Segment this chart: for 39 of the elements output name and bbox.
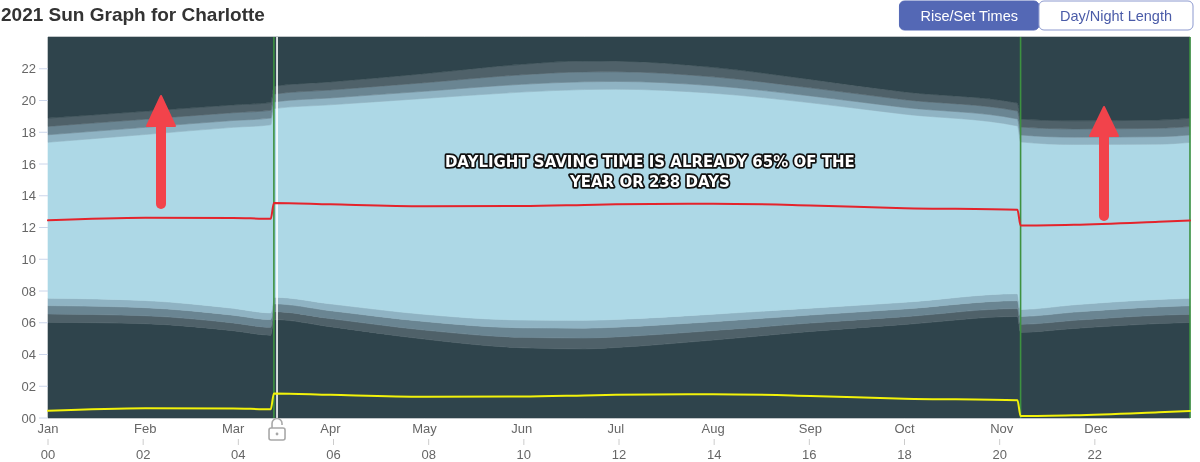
y-tick-label: 10: [21, 251, 36, 267]
x2-tick-label: 10: [516, 447, 532, 462]
x-tick-label: May: [412, 421, 438, 436]
y-tick-label: 22: [21, 61, 36, 77]
x2-tick-label: 00: [40, 447, 56, 462]
x-tick-label: Jul: [607, 421, 625, 436]
tab-button[interactable]: Rise/Set Times: [898, 0, 1040, 31]
y-tick-label: 00: [21, 410, 36, 426]
x-tick-label: Nov: [990, 421, 1014, 436]
x2-tick-label: 12: [611, 447, 627, 462]
tab-button[interactable]: Day/Night Length: [1038, 0, 1194, 31]
x2-tick-label: 04: [231, 447, 246, 462]
x2-tick-label: 06: [326, 447, 341, 462]
y-tick-label: 14: [21, 188, 36, 204]
y-tick-label: 02: [21, 378, 36, 394]
x2-tick-label: 18: [897, 447, 912, 462]
y-tick-label: 16: [21, 156, 36, 172]
x-tick-label: Aug: [701, 421, 725, 436]
y-tick-label: 20: [21, 93, 36, 108]
x-tick-label: Dec: [1084, 421, 1108, 436]
y-tick-label: 18: [21, 124, 36, 140]
chart-title: 2021 Sun Graph for Charlotte: [1, 4, 265, 25]
x-tick-label: Sep: [798, 421, 822, 436]
x-tick-label: Apr: [320, 421, 342, 436]
x-tick-label: Jan: [37, 421, 59, 436]
x2-tick-label: 16: [802, 447, 817, 462]
x2-tick-label: 22: [1087, 447, 1103, 462]
x2-tick-label: 08: [421, 447, 436, 462]
x2-tick-label: 14: [706, 447, 722, 462]
x-tick-label: Feb: [134, 421, 157, 436]
y-tick-label: 08: [21, 283, 36, 299]
y-tick-label: 06: [21, 315, 36, 331]
y-tick-label: 12: [21, 220, 36, 235]
y-tick-label: 04: [21, 347, 36, 362]
x-tick-label: Mar: [221, 421, 245, 436]
x-tick-label: Oct: [894, 421, 915, 436]
x-tick-label: Jun: [511, 421, 533, 436]
x2-tick-label: 20: [992, 447, 1007, 462]
x2-tick-label: 02: [135, 447, 151, 462]
